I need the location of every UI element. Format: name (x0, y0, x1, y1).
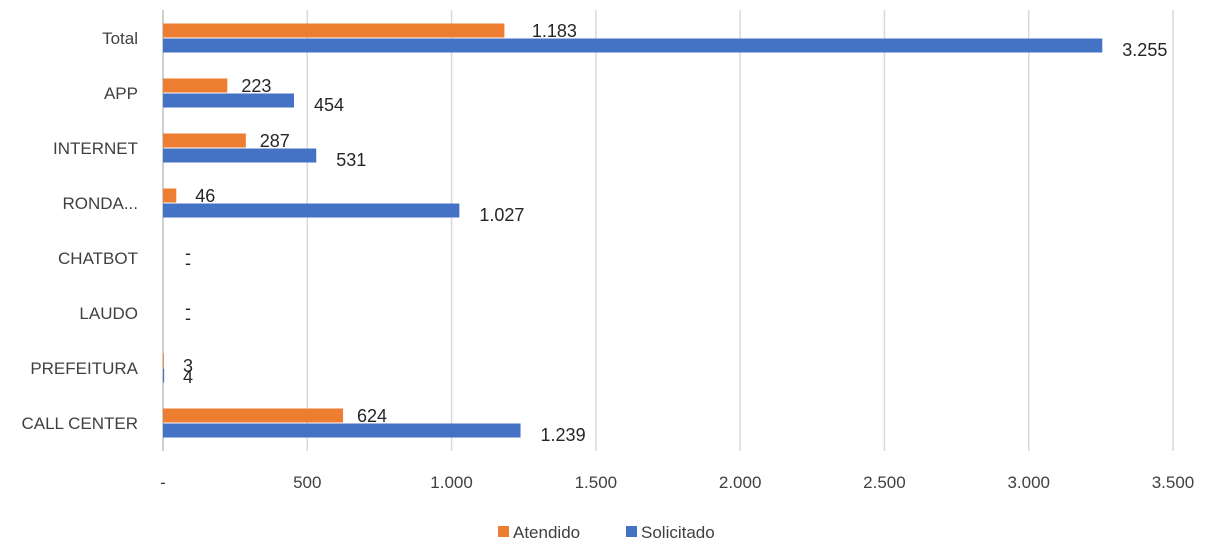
bar-solicitado (163, 203, 460, 218)
x-tick-label: 500 (293, 473, 321, 492)
x-tick-label: 2.000 (719, 473, 762, 492)
data-label-solicitado: 454 (314, 95, 344, 115)
data-label-solicitado: - (185, 308, 191, 328)
bar-atendido (163, 78, 228, 93)
data-label-solicitado: - (185, 253, 191, 273)
data-label-atendido: 223 (241, 76, 271, 96)
bars (163, 23, 1103, 438)
x-tick-labels: - 500 1.000 1.500 2.000 2.500 3.000 3.500 (160, 473, 1194, 492)
bar-solicitado (163, 423, 521, 438)
category-labels: Total APP INTERNET RONDA... CHATBOT LAUDO PREF… (21, 29, 138, 433)
category-label: PREFEITURA (30, 359, 138, 378)
category-label: INTERNET (53, 139, 138, 158)
data-label-atendido: 287 (260, 131, 290, 151)
legend: Atendido Solicitado (498, 523, 715, 542)
legend-swatch-atendido (498, 526, 509, 537)
category-label: Total (102, 29, 138, 48)
data-label-solicitado: 1.239 (541, 425, 586, 445)
category-label: CALL CENTER (21, 414, 138, 433)
bar-atendido (163, 133, 246, 148)
bar-solicitado (163, 38, 1103, 53)
data-label-solicitado: 4 (183, 367, 193, 387)
data-label-solicitado: 3.255 (1122, 40, 1167, 60)
legend-swatch-solicitado (626, 526, 637, 537)
x-tick-label: 1.500 (575, 473, 618, 492)
legend-label-atendido: Atendido (513, 523, 580, 542)
bar-atendido (163, 353, 164, 368)
data-label-atendido: 46 (195, 186, 215, 206)
x-tick-label: 2.500 (863, 473, 906, 492)
data-label-atendido: 1.183 (532, 21, 577, 41)
gridlines (162, 10, 1174, 451)
bar-solicitado (163, 368, 165, 383)
bar-solicitado (163, 93, 295, 108)
data-labels: 1.1833.255223454287531461.027----346241.… (183, 21, 1167, 445)
x-tick-label: 3.000 (1007, 473, 1050, 492)
x-tick-label: 3.500 (1152, 473, 1195, 492)
data-label-solicitado: 531 (336, 150, 366, 170)
category-label: APP (104, 84, 138, 103)
data-label-solicitado: 1.027 (479, 205, 524, 225)
bar-atendido (163, 408, 344, 423)
category-label: RONDA... (62, 194, 138, 213)
bar-atendido (163, 23, 505, 38)
legend-label-solicitado: Solicitado (641, 523, 715, 542)
data-label-atendido: 624 (357, 406, 387, 426)
data-label-atendido: - (185, 298, 191, 318)
bar-solicitado (163, 148, 317, 163)
x-tick-label: 1.000 (430, 473, 473, 492)
data-label-atendido: - (185, 243, 191, 263)
category-label: CHATBOT (58, 249, 138, 268)
data-label-atendido: 3 (183, 356, 193, 376)
x-tick-label: - (160, 473, 166, 492)
category-label: LAUDO (79, 304, 138, 323)
bar-atendido (163, 188, 177, 203)
